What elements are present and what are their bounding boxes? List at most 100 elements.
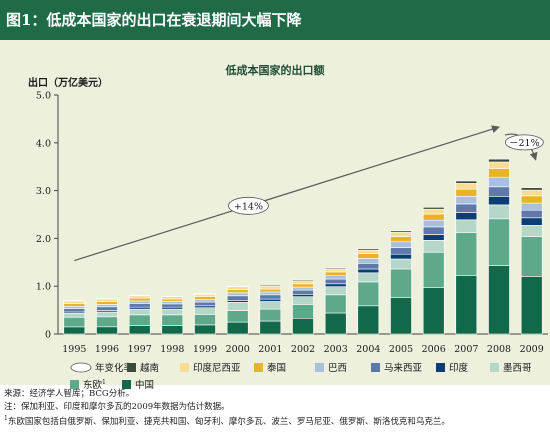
x-tick-label: 2000 — [226, 344, 250, 355]
x-tick-label: 2006 — [422, 344, 446, 355]
bar-segment — [488, 218, 510, 266]
chart-title: 低成本国家的出口额 — [225, 64, 325, 77]
bar-segment — [128, 308, 151, 316]
y-tick-label: 3.0 — [36, 186, 51, 197]
bar-segment — [357, 268, 380, 274]
bar-segment — [520, 202, 543, 211]
change-ellipse — [504, 134, 544, 151]
bar-segment — [161, 298, 184, 302]
bar-segment — [259, 285, 282, 290]
legend-label: 墨西哥 — [503, 363, 532, 374]
bar-segment — [63, 305, 86, 309]
legend-superscript: 1 — [102, 379, 106, 386]
bar-segment — [488, 176, 510, 188]
bar-segment — [194, 296, 216, 300]
bar-segment — [390, 258, 412, 270]
bar-segment — [357, 262, 380, 270]
bar-segment — [390, 297, 412, 335]
bar-segment — [390, 231, 412, 237]
bar-segment — [357, 258, 380, 264]
legend-label: 印度 — [449, 362, 469, 374]
y-axis-title: 出口（万亿美元） — [28, 78, 108, 89]
bar-segment — [455, 212, 478, 221]
bar-segment — [63, 300, 86, 302]
bar-segment — [96, 306, 118, 311]
bar-segment — [292, 296, 314, 305]
bar-segment — [259, 284, 282, 287]
bar-segment — [357, 253, 380, 259]
bar-segment — [226, 302, 249, 311]
bar-segment — [292, 293, 314, 297]
bar-segment — [488, 158, 510, 163]
bar-segment — [520, 225, 543, 237]
x-tick-label: 2003 — [324, 344, 348, 355]
bar-segment — [63, 326, 86, 335]
bar-segment — [455, 203, 478, 213]
bar-segment — [128, 303, 151, 308]
bar-segment — [292, 304, 314, 319]
x-tick-label: 2004 — [356, 344, 380, 355]
bar-segment — [128, 314, 151, 326]
footnote: 1东欧国家包括白俄罗斯、保加利亚、捷克共和国、匈牙利、摩尔多瓦、波兰、罗马尼亚、… — [4, 413, 546, 428]
legend-label: 越南 — [140, 362, 159, 374]
bar-segment — [292, 280, 314, 285]
bar-segment — [455, 232, 478, 276]
bar-segment — [455, 188, 478, 197]
bar-segment — [292, 317, 314, 335]
figure-title: 图1：低成本国家的出口在衰退期间大幅下降 — [6, 11, 302, 29]
legend-swatch — [371, 363, 380, 372]
bar-segment — [96, 326, 118, 335]
x-tick-label: 1997 — [128, 344, 152, 355]
bar-segment — [422, 213, 445, 221]
y-tick-label: 0 — [45, 330, 51, 341]
bar-segment — [324, 283, 347, 287]
bar-segment — [422, 208, 445, 215]
bar-segment — [324, 271, 347, 276]
x-tick-label: 2009 — [520, 344, 544, 355]
bar-segment — [128, 325, 151, 335]
x-tick-label: 2005 — [389, 344, 413, 355]
bar-segment — [488, 168, 510, 178]
bar-segment — [455, 196, 478, 205]
bar-segment — [161, 308, 184, 316]
legend-label: 印度尼西亚 — [193, 362, 241, 374]
bar-segment — [259, 288, 282, 293]
bar-segment — [520, 209, 543, 219]
footnote-mark: 1 — [4, 415, 8, 422]
bar-segment — [128, 297, 151, 302]
legend-label: 年变化率 — [95, 362, 134, 374]
y-tick-label: 4.0 — [36, 138, 51, 149]
bar-segment — [422, 287, 445, 335]
legend-swatch — [70, 380, 79, 389]
bar-segment — [194, 293, 216, 295]
legend-label: 中国 — [135, 379, 154, 391]
bar-segment — [422, 252, 445, 289]
bar-segment — [390, 230, 412, 233]
bar-segment — [292, 289, 314, 295]
bar-segment — [226, 289, 249, 294]
x-tick-label: 2002 — [291, 344, 315, 355]
bar-segment — [488, 161, 510, 169]
bar-segment — [390, 253, 412, 260]
bar-segment — [226, 310, 249, 323]
bar-segment — [357, 305, 380, 335]
change-label: +14% — [234, 201, 263, 212]
bar-segment — [292, 279, 314, 282]
bar-segment — [259, 320, 282, 335]
bar-segment — [292, 286, 314, 291]
bar-segment — [357, 248, 380, 251]
change-label: －21% — [509, 138, 540, 149]
legend-swatch — [436, 363, 445, 372]
legend-swatch — [490, 363, 499, 372]
bar-segment — [226, 292, 249, 297]
bar-segment — [128, 295, 151, 299]
bar-segment — [292, 283, 314, 288]
change-ellipse — [228, 196, 269, 215]
bar-segment — [390, 241, 412, 248]
figure-header: 图1：低成本国家的出口在衰退期间大幅下降 — [0, 0, 550, 40]
bar-segment — [390, 247, 412, 255]
bar-segment — [259, 308, 282, 322]
bar-segment — [324, 267, 347, 270]
bar-segment — [194, 307, 216, 315]
